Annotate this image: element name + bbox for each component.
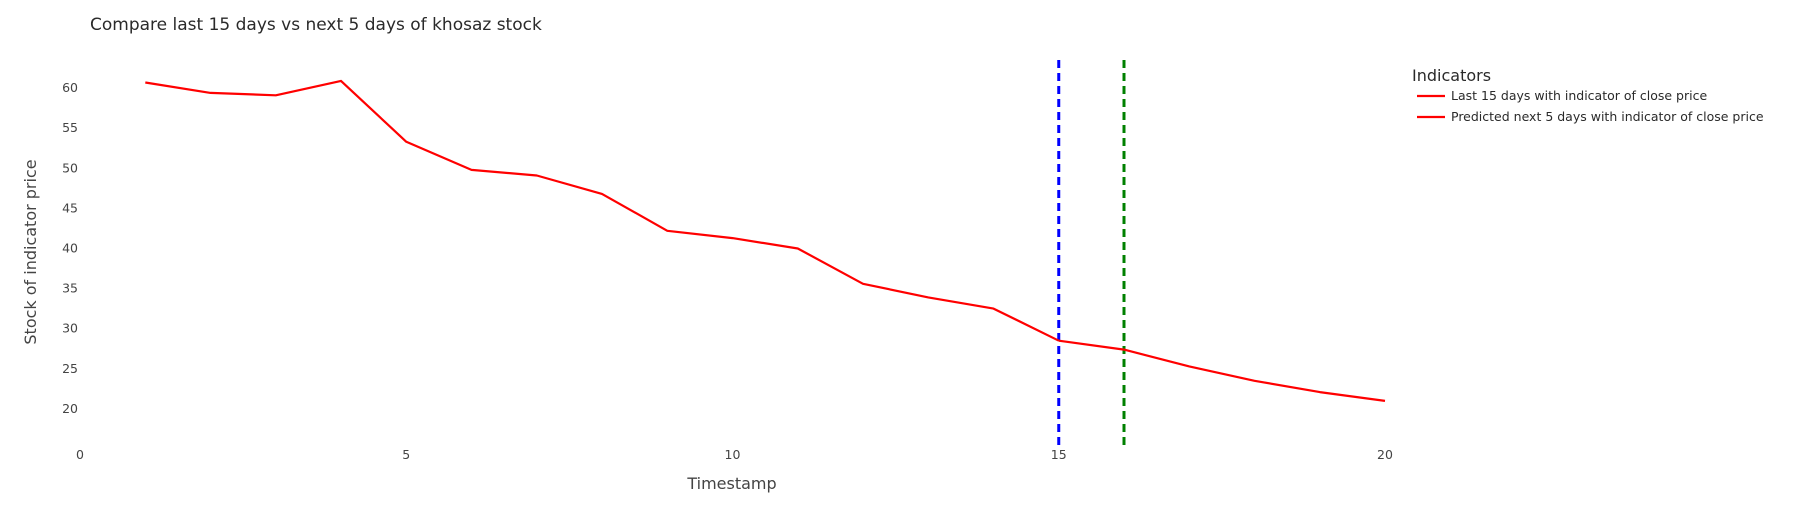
x-tick-label: 15 xyxy=(1051,447,1067,462)
series-lines xyxy=(145,79,1386,402)
y-tick-label: 55 xyxy=(62,120,78,135)
x-tick-label: 10 xyxy=(725,447,741,462)
x-axis: 0 5 10 15 20 xyxy=(76,447,1393,462)
reference-lines xyxy=(1057,60,1126,445)
x-tick-label: 5 xyxy=(402,447,410,462)
y-tick-label: 45 xyxy=(62,200,78,215)
y-axis-title: Stock of indicator price xyxy=(21,159,40,344)
legend-label: Last 15 days with indicator of close pri… xyxy=(1451,88,1707,103)
legend-title: Indicators xyxy=(1412,66,1491,85)
legend-label: Predicted next 5 days with indicator of … xyxy=(1451,109,1764,124)
y-tick-label: 20 xyxy=(62,401,78,416)
y-tick-label: 50 xyxy=(62,160,78,175)
x-axis-title: Timestamp xyxy=(686,474,776,493)
y-tick-label: 60 xyxy=(62,80,78,95)
legend-item[interactable]: Last 15 days with indicator of close pri… xyxy=(1417,88,1707,103)
x-tick-label: 20 xyxy=(1377,447,1393,462)
series-line[interactable] xyxy=(1058,339,1386,402)
series-line[interactable] xyxy=(145,79,1060,342)
y-tick-label: 30 xyxy=(62,321,78,336)
y-axis: 20 25 30 35 40 45 50 55 60 xyxy=(62,80,78,416)
legend[interactable]: Indicators Last 15 days with indicator o… xyxy=(1412,66,1764,124)
legend-item[interactable]: Predicted next 5 days with indicator of … xyxy=(1417,109,1764,124)
y-tick-label: 25 xyxy=(62,361,78,376)
y-tick-label: 40 xyxy=(62,240,78,255)
chart-title: Compare last 15 days vs next 5 days of k… xyxy=(90,15,542,35)
x-tick-label: 0 xyxy=(76,447,84,462)
y-tick-label: 35 xyxy=(62,281,78,296)
